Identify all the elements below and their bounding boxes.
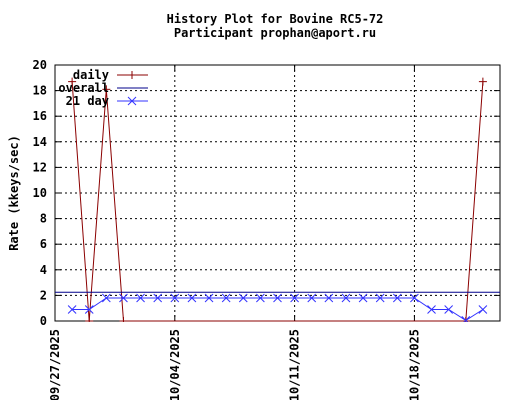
y-ticks: 0 2 4 6 8 10 12 14 16 18 20 (33, 58, 500, 328)
data-point (427, 305, 436, 314)
data-point (375, 293, 385, 303)
grid-lines (55, 65, 500, 321)
legend-marker (127, 96, 137, 106)
data-point (187, 293, 197, 303)
data-point (102, 85, 111, 94)
x-tick-label: 09/27/2025 (48, 329, 62, 400)
series-line (71, 81, 484, 322)
series-layer (55, 77, 500, 322)
data-point (290, 293, 299, 303)
data-point (238, 293, 248, 303)
x-tick-label: 10/11/2025 (288, 329, 302, 400)
data-point (256, 293, 265, 303)
legend-label: 21 day (66, 94, 109, 108)
y-tick-label: 0 (40, 314, 47, 328)
data-point (444, 305, 454, 314)
data-point (84, 305, 94, 314)
y-tick-label: 10 (33, 186, 47, 200)
data-point (273, 293, 282, 303)
data-point (68, 77, 77, 86)
data-point (85, 317, 94, 322)
data-point (101, 293, 111, 303)
legend-marker (128, 71, 136, 79)
data-point (478, 305, 488, 314)
series-daily (68, 77, 487, 322)
data-point (478, 77, 487, 86)
data-point (410, 293, 419, 303)
series-21-day (67, 293, 488, 322)
chart-title: History Plot for Bovine RC5-72 (167, 12, 384, 26)
legend-label: overall (58, 81, 109, 95)
series-line (72, 297, 484, 321)
y-tick-label: 16 (33, 109, 47, 123)
data-point (204, 293, 214, 303)
data-point (341, 293, 351, 303)
data-point (119, 317, 128, 322)
y-axis-label: Rate (kkeys/sec) (7, 135, 21, 251)
legend-label: daily (73, 68, 109, 82)
y-tick-label: 18 (33, 84, 47, 98)
data-point (67, 305, 77, 314)
y-tick-label: 14 (33, 135, 47, 149)
y-tick-label: 8 (40, 212, 47, 226)
data-point (153, 293, 163, 303)
data-point (221, 293, 231, 303)
y-tick-label: 12 (33, 160, 47, 174)
data-point (136, 293, 145, 303)
y-tick-label: 4 (40, 263, 47, 277)
data-point (358, 293, 368, 303)
chart-subtitle: Participant prophan@aport.ru (174, 26, 376, 40)
x-ticks: 09/27/2025 10/04/2025 10/11/2025 10/18/2025 (48, 65, 421, 400)
y-tick-label: 20 (33, 58, 47, 72)
y-tick-label: 2 (40, 288, 47, 302)
data-point (324, 293, 334, 303)
y-tick-label: 6 (40, 237, 47, 251)
data-point (307, 293, 317, 303)
data-point (461, 316, 471, 322)
data-point (119, 293, 128, 303)
data-point (170, 293, 180, 303)
data-point (392, 293, 402, 303)
x-tick-label: 10/18/2025 (407, 329, 421, 400)
x-tick-label: 10/04/2025 (168, 329, 182, 400)
